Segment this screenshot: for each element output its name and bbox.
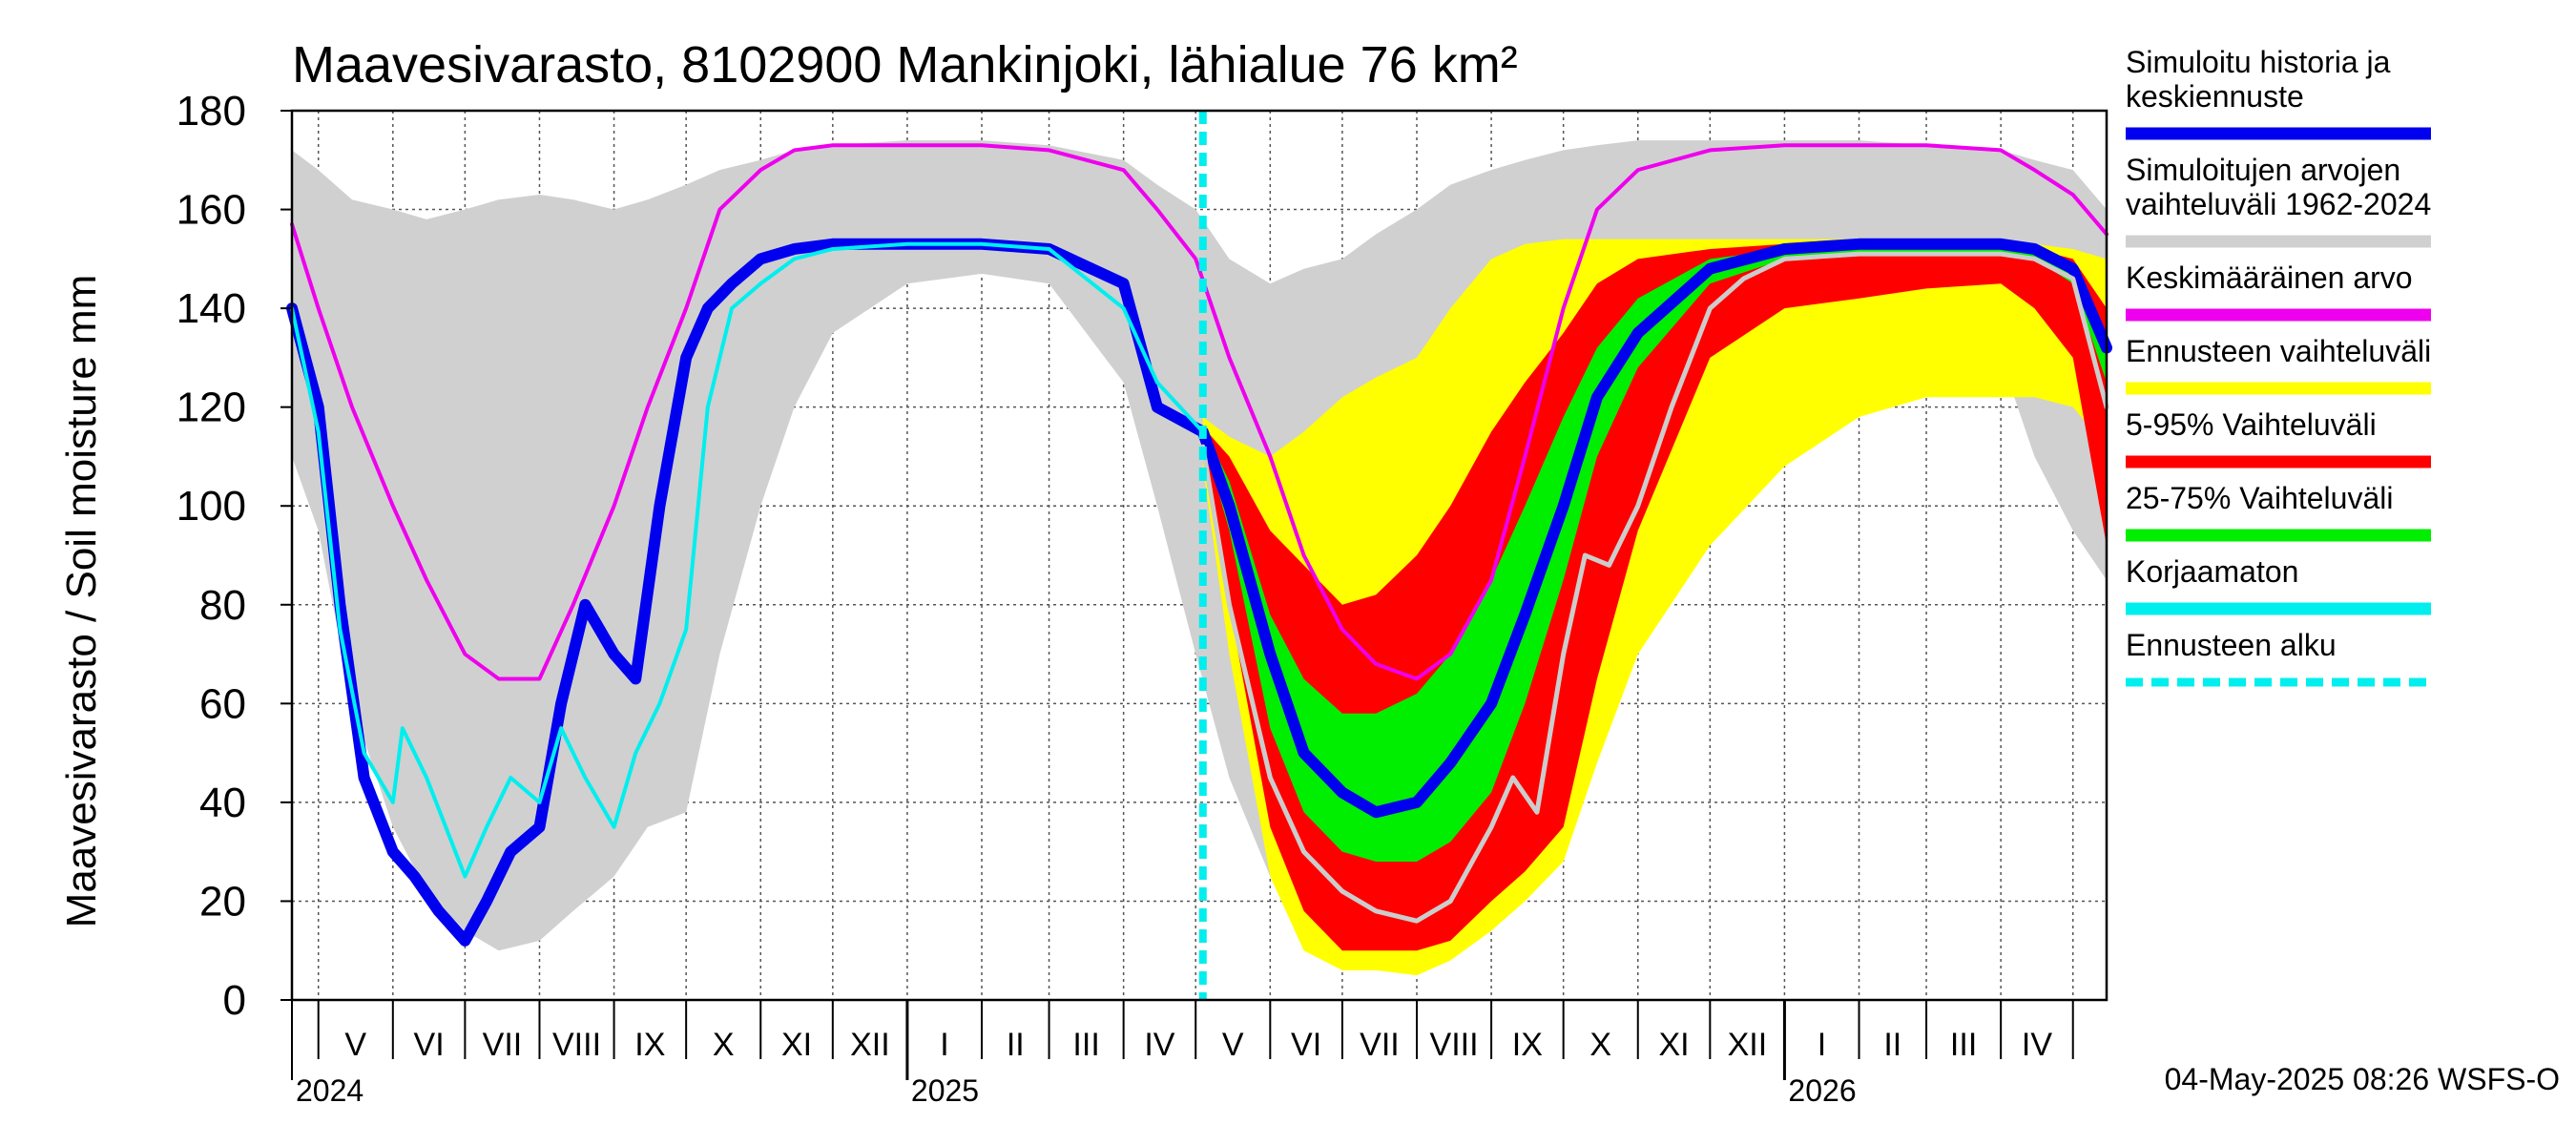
month-label: VI	[414, 1027, 445, 1063]
year-label: 2025	[911, 1073, 979, 1108]
legend-label: Korjaamaton	[2126, 554, 2298, 589]
month-label: V	[1222, 1027, 1244, 1063]
month-label: III	[1950, 1027, 1977, 1063]
y-tick-label: 120	[177, 385, 246, 431]
line-keskim-r-inen-arvo	[290, 143, 2109, 681]
legend-item: Korjaamaton	[2126, 554, 2431, 615]
legend-label: Keskimääräinen arvo	[2126, 260, 2413, 295]
month-label: VII	[1360, 1027, 1400, 1063]
month-label: X	[1589, 1027, 1611, 1063]
line-korjaamaton	[290, 241, 1205, 879]
legend-label: vaihteluväli 1962-2024	[2126, 187, 2431, 221]
month-label: III	[1072, 1027, 1099, 1063]
month-label: XI	[1658, 1027, 1689, 1063]
y-tick-label: 160	[177, 187, 246, 234]
y-tick-label: 40	[199, 780, 246, 826]
legend: Simuloitu historia jakeskiennusteSimuloi…	[2126, 45, 2431, 687]
line-grey-reference	[1200, 251, 2109, 924]
legend-label: 25-75% Vaihteluväli	[2126, 481, 2393, 515]
year-label: 2024	[296, 1073, 364, 1108]
legend-item: Ennusteen vaihteluväli	[2126, 334, 2431, 395]
y-tick-label: 60	[199, 680, 246, 727]
legend-label: Ennusteen alku	[2126, 628, 2337, 662]
legend-item: 25-75% Vaihteluväli	[2126, 481, 2431, 542]
month-label: I	[940, 1027, 948, 1063]
chart-title: Maavesivarasto, 8102900 Mankinjoki, lähi…	[292, 36, 1518, 94]
month-label: X	[713, 1027, 735, 1063]
y-tick-label: 100	[177, 483, 246, 530]
year-label: 2026	[1788, 1073, 1856, 1108]
band-25-75-vaihteluv-li	[1202, 248, 2107, 863]
y-tick-label: 140	[177, 285, 246, 332]
month-label: II	[1007, 1027, 1025, 1063]
month-label: IV	[2022, 1027, 2052, 1063]
month-label: IX	[1512, 1027, 1543, 1063]
month-label: I	[1818, 1027, 1826, 1063]
month-label: VII	[483, 1027, 523, 1063]
month-label: VIII	[552, 1027, 601, 1063]
legend-label: Ennusteen vaihteluväli	[2126, 334, 2431, 368]
legend-label: 5-95% Vaihteluväli	[2126, 407, 2377, 442]
legend-label: Simuloitu historia ja	[2126, 45, 2391, 79]
month-label: XII	[850, 1027, 890, 1063]
legend-item: Ennusteen alku	[2126, 628, 2431, 687]
legend-item: Keskimääräinen arvo	[2126, 260, 2431, 322]
month-label: IX	[634, 1027, 665, 1063]
legend-label: Simuloitujen arvojen	[2126, 153, 2400, 187]
month-label: II	[1883, 1027, 1901, 1063]
timestamp-footer: 04-May-2025 08:26 WSFS-O	[2165, 1062, 2560, 1096]
y-tick-label: 0	[223, 977, 246, 1024]
legend-label: keskiennuste	[2126, 79, 2304, 114]
y-axis-label: Maavesivarasto / Soil moisture mm	[58, 275, 105, 928]
legend-item: 5-95% Vaihteluväli	[2126, 407, 2431, 468]
month-label: XI	[781, 1027, 812, 1063]
month-label: VIII	[1430, 1027, 1479, 1063]
month-label: VI	[1291, 1027, 1321, 1063]
month-label: IV	[1144, 1027, 1174, 1063]
y-tick-label: 180	[177, 88, 246, 135]
y-tick-label: 20	[199, 878, 246, 925]
month-label: V	[344, 1027, 366, 1063]
month-label: XII	[1728, 1027, 1768, 1063]
plot-frame	[290, 109, 2109, 1002]
y-tick-label: 80	[199, 582, 246, 629]
